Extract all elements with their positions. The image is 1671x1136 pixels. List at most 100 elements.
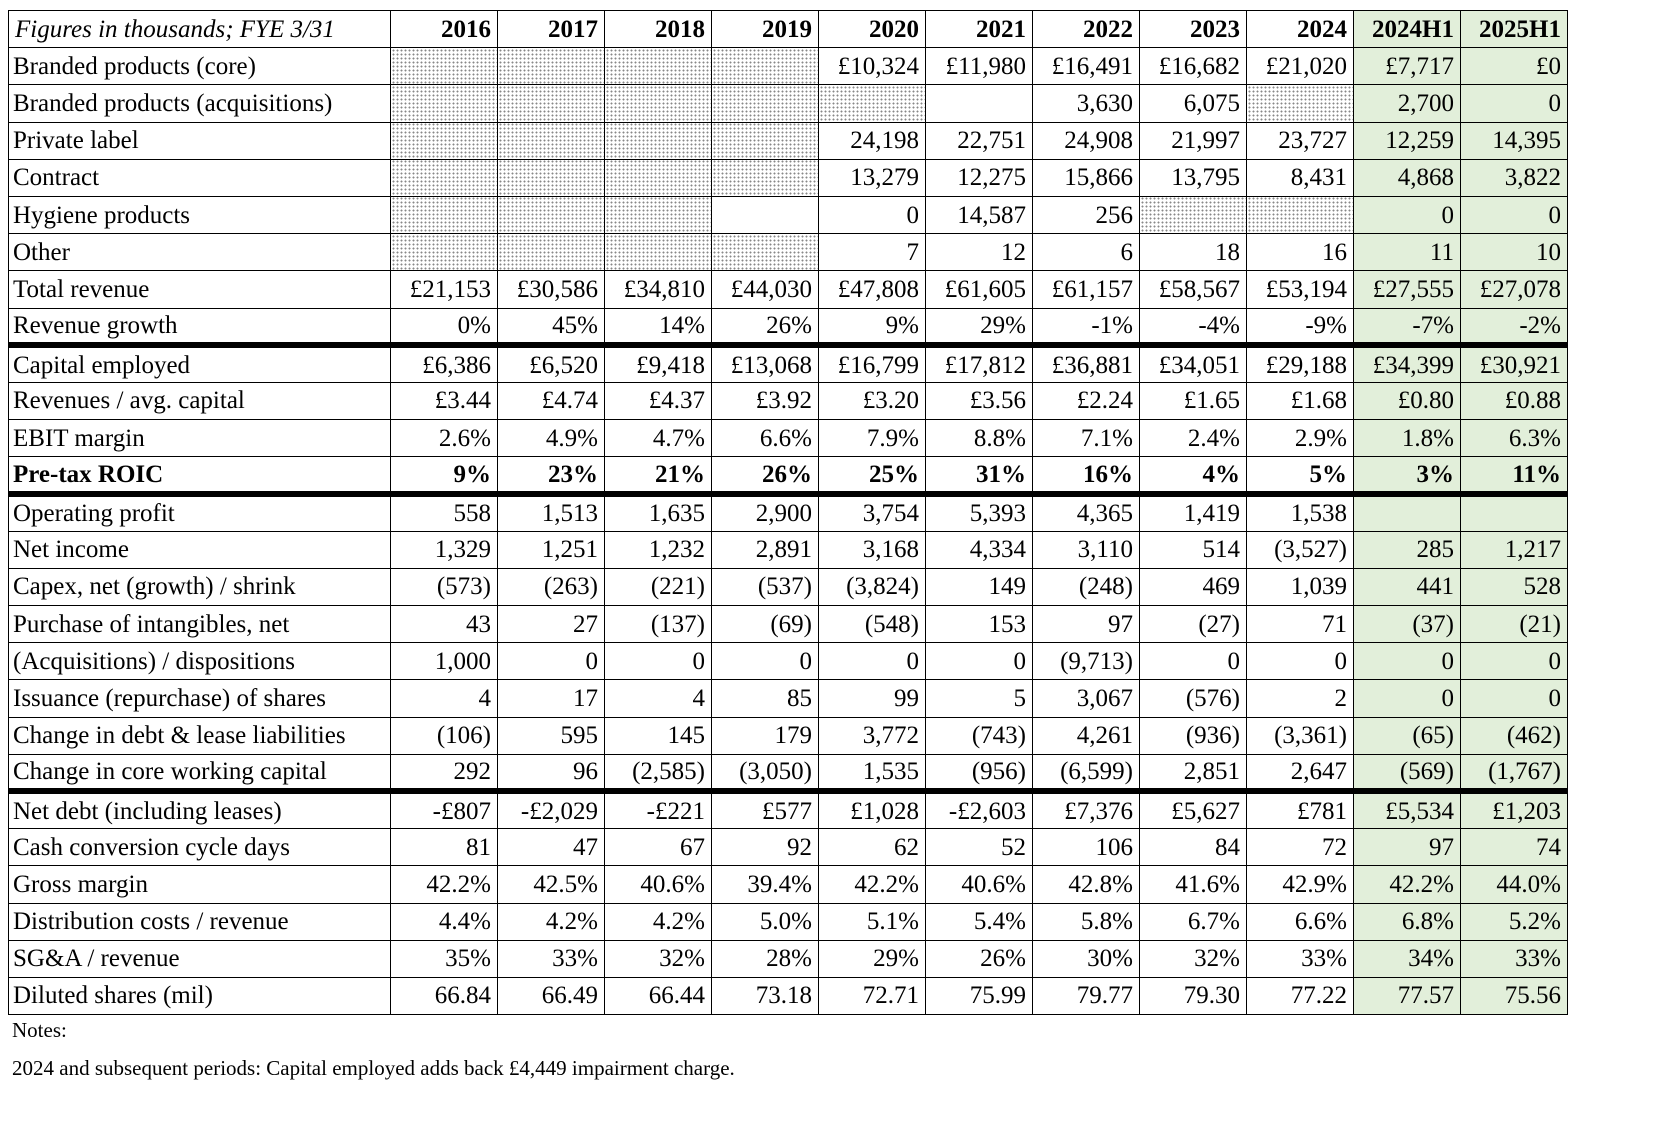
table-cell: 52 xyxy=(925,828,1033,867)
row-label: Diluted shares (mil) xyxy=(8,976,391,1016)
table-cell: 0 xyxy=(1460,195,1568,235)
table-row: Operating profit 558 1,513 1,635 2,900 3,754 5… xyxy=(8,493,1568,532)
table-cell: -9% xyxy=(1246,307,1354,349)
table-cell: 0 xyxy=(1246,642,1354,681)
header-row: Figures in thousands; FYE 3/31 2016 2017… xyxy=(8,9,1568,49)
table-cell xyxy=(925,84,1033,123)
table-cell: 469 xyxy=(1139,567,1247,607)
table-cell: £577 xyxy=(711,790,819,830)
table-cell: 27 xyxy=(497,604,605,644)
table-cell: (65) xyxy=(1353,716,1461,755)
table-cell: 4.7% xyxy=(604,419,712,458)
table-cell: (462) xyxy=(1460,716,1568,755)
table-cell: 9% xyxy=(390,456,498,497)
table-cell: (137) xyxy=(604,604,712,644)
table-cell: 96 xyxy=(497,753,605,795)
table-cell xyxy=(497,195,605,235)
year-header: 2016 xyxy=(390,9,498,49)
table-cell: (3,824) xyxy=(818,567,926,607)
table-cell: £1.65 xyxy=(1139,381,1247,421)
table-cell: 6.6% xyxy=(711,419,819,458)
table-cell: 40.6% xyxy=(925,865,1033,904)
table-cell: £3.20 xyxy=(818,381,926,421)
table-cell: £34,399 xyxy=(1353,344,1461,383)
table-cell: 21% xyxy=(604,456,712,497)
table-cell: 9% xyxy=(818,307,926,349)
table-cell: 514 xyxy=(1139,530,1247,569)
table-cell: (3,050) xyxy=(711,753,819,795)
table-cell: 3% xyxy=(1353,456,1461,497)
table-cell xyxy=(390,47,498,86)
table-row: Gross margin 42.2% 42.5% 40.6% 39.4% 42.2% 40.… xyxy=(8,865,1568,904)
table-cell: 2.4% xyxy=(1139,419,1247,458)
table-cell: 85 xyxy=(711,679,819,718)
table-cell: -2% xyxy=(1460,307,1568,349)
table-row: Cash conversion cycle days 81 47 67 92 62 52 10… xyxy=(8,828,1568,867)
table-cell: 3,772 xyxy=(818,716,926,755)
row-label: Gross margin xyxy=(8,865,391,904)
table-cell xyxy=(818,84,926,123)
table-cell: £34,810 xyxy=(604,270,712,309)
table-caption: Figures in thousands; FYE 3/31 xyxy=(8,9,391,49)
table-cell: 75.56 xyxy=(1460,976,1568,1016)
table-cell: 0 xyxy=(711,642,819,681)
table-cell xyxy=(711,195,819,235)
table-cell: £36,881 xyxy=(1032,344,1140,383)
year-header: 2018 xyxy=(604,9,712,49)
table-cell: 0 xyxy=(497,642,605,681)
year-header: 2020 xyxy=(818,9,926,49)
table-cell: 3,067 xyxy=(1032,679,1140,718)
table-row: Revenues / avg. capital £3.44 £4.74 £4.37 £3… xyxy=(8,381,1568,421)
table-cell: £58,567 xyxy=(1139,270,1247,309)
table-cell xyxy=(390,158,498,197)
table-cell: 18 xyxy=(1139,233,1247,272)
table-cell: 558 xyxy=(390,493,498,532)
notes-line: 2024 and subsequent periods: Capital emp… xyxy=(12,1056,735,1080)
table-cell: £16,682 xyxy=(1139,47,1247,86)
table-cell xyxy=(604,233,712,272)
table-cell: 26% xyxy=(711,307,819,349)
table-cell: 1,251 xyxy=(497,530,605,569)
table-cell xyxy=(711,158,819,197)
table-cell: (1,767) xyxy=(1460,753,1568,795)
table-cell: 12,259 xyxy=(1353,121,1461,160)
table-row: Capital employed £6,386 £6,520 £9,418 £13,06… xyxy=(8,344,1568,383)
table-cell: (37) xyxy=(1353,604,1461,644)
table-cell: (956) xyxy=(925,753,1033,795)
table-cell: 1.8% xyxy=(1353,419,1461,458)
table-cell: 6.6% xyxy=(1246,902,1354,941)
table-cell xyxy=(604,158,712,197)
table-cell: (3,527) xyxy=(1246,530,1354,569)
table-cell: 74 xyxy=(1460,828,1568,867)
table-cell: £16,491 xyxy=(1032,47,1140,86)
table-cell: 42.2% xyxy=(390,865,498,904)
table-cell: 62 xyxy=(818,828,926,867)
table-cell: 2,891 xyxy=(711,530,819,569)
table-cell: (21) xyxy=(1460,604,1568,644)
table-row: Branded products (acquisitions) 3,630 6,07… xyxy=(8,84,1568,123)
table-cell: 28% xyxy=(711,939,819,978)
table-cell: 99 xyxy=(818,679,926,718)
table-row: Private label 24,198 22,751 24,908 21,997 23,… xyxy=(8,121,1568,160)
table-row: Revenue growth 0% 45% 14% 26% 9% 29% -1% -4% -9% -… xyxy=(8,307,1568,349)
table-cell: -1% xyxy=(1032,307,1140,349)
table-cell: 0 xyxy=(1353,195,1461,235)
table-cell: 77.22 xyxy=(1246,976,1354,1016)
table-cell: 25% xyxy=(818,456,926,497)
table-cell: 1,329 xyxy=(390,530,498,569)
table-cell: 32% xyxy=(604,939,712,978)
table-cell: 33% xyxy=(1246,939,1354,978)
table-cell: 1,217 xyxy=(1460,530,1568,569)
table-cell: £53,194 xyxy=(1246,270,1354,309)
table-cell: 22,751 xyxy=(925,121,1033,160)
table-cell: 24,908 xyxy=(1032,121,1140,160)
table-cell: (9,713) xyxy=(1032,642,1140,681)
table-cell: (548) xyxy=(818,604,926,644)
table-cell: 77.57 xyxy=(1353,976,1461,1016)
table-cell: £27,078 xyxy=(1460,270,1568,309)
table-cell: 79.77 xyxy=(1032,976,1140,1016)
table-cell: 5% xyxy=(1246,456,1354,497)
table-cell: (69) xyxy=(711,604,819,644)
table-row: Other 7 12 6 18 16 11 10 xyxy=(8,233,1568,272)
table-cell: 6.7% xyxy=(1139,902,1247,941)
